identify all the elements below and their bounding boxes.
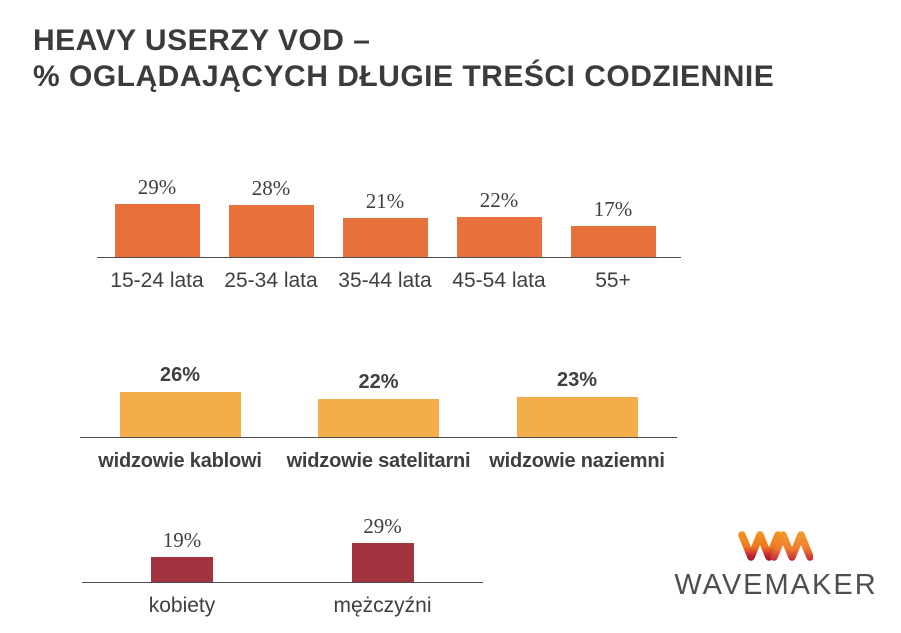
category-label: 55+	[595, 269, 631, 292]
bar-value-label: 29%	[363, 514, 402, 539]
bar-value-label: 28%	[251, 176, 291, 201]
age-chart-bar	[342, 218, 428, 257]
age-chart-bar	[114, 203, 200, 257]
x-axis	[82, 582, 483, 583]
page-title-line2: % OGLĄDAJĄCYCH DŁUGIE TREŚCI CODZIENNIE	[33, 60, 775, 93]
wavemaker-logo: WAVEMAKER	[660, 525, 892, 605]
age-chart-bar	[570, 225, 656, 257]
bar-value-label: 22%	[479, 187, 519, 212]
category-label: 15-24 lata	[110, 269, 204, 292]
gender-chart-bar	[351, 543, 414, 582]
category-label: 25-34 lata	[224, 269, 318, 292]
bar-value-label: 29%	[137, 174, 177, 199]
category-label: mężczyźni	[333, 594, 432, 617]
wavemaker-monogram-icon	[738, 531, 813, 561]
category-label: 45-54 lata	[452, 269, 546, 292]
platform-chart-bar	[516, 397, 638, 437]
gender-chart-bar	[151, 556, 213, 582]
platform-chart-bar	[318, 398, 439, 437]
bar-value-label: 23%	[556, 369, 598, 392]
bar-value-label: 19%	[162, 527, 202, 552]
x-axis	[97, 257, 681, 258]
category-label: widzowie kablowi	[98, 450, 262, 472]
x-axis	[80, 437, 677, 438]
page-title: HEAVY USERZY VOD – % OGLĄDAJĄCYCH DŁUGIE…	[33, 23, 774, 95]
category-label: widzowie naziemni	[489, 450, 665, 472]
wavemaker-wordmark: WAVEMAKER	[674, 569, 878, 601]
platform-chart-bar	[119, 392, 241, 437]
age-chart-bar	[456, 216, 542, 257]
age-chart-bar	[228, 205, 314, 257]
bar-value-label: 22%	[358, 370, 399, 393]
category-label: widzowie satelitarni	[286, 450, 471, 472]
category-label: 35-44 lata	[338, 269, 432, 292]
bar-value-label: 17%	[593, 196, 633, 221]
page-title-line1: HEAVY USERZY VOD –	[33, 24, 371, 57]
bar-value-label: 21%	[365, 189, 405, 214]
category-label: kobiety	[148, 594, 216, 617]
bar-value-label: 26%	[159, 364, 201, 387]
